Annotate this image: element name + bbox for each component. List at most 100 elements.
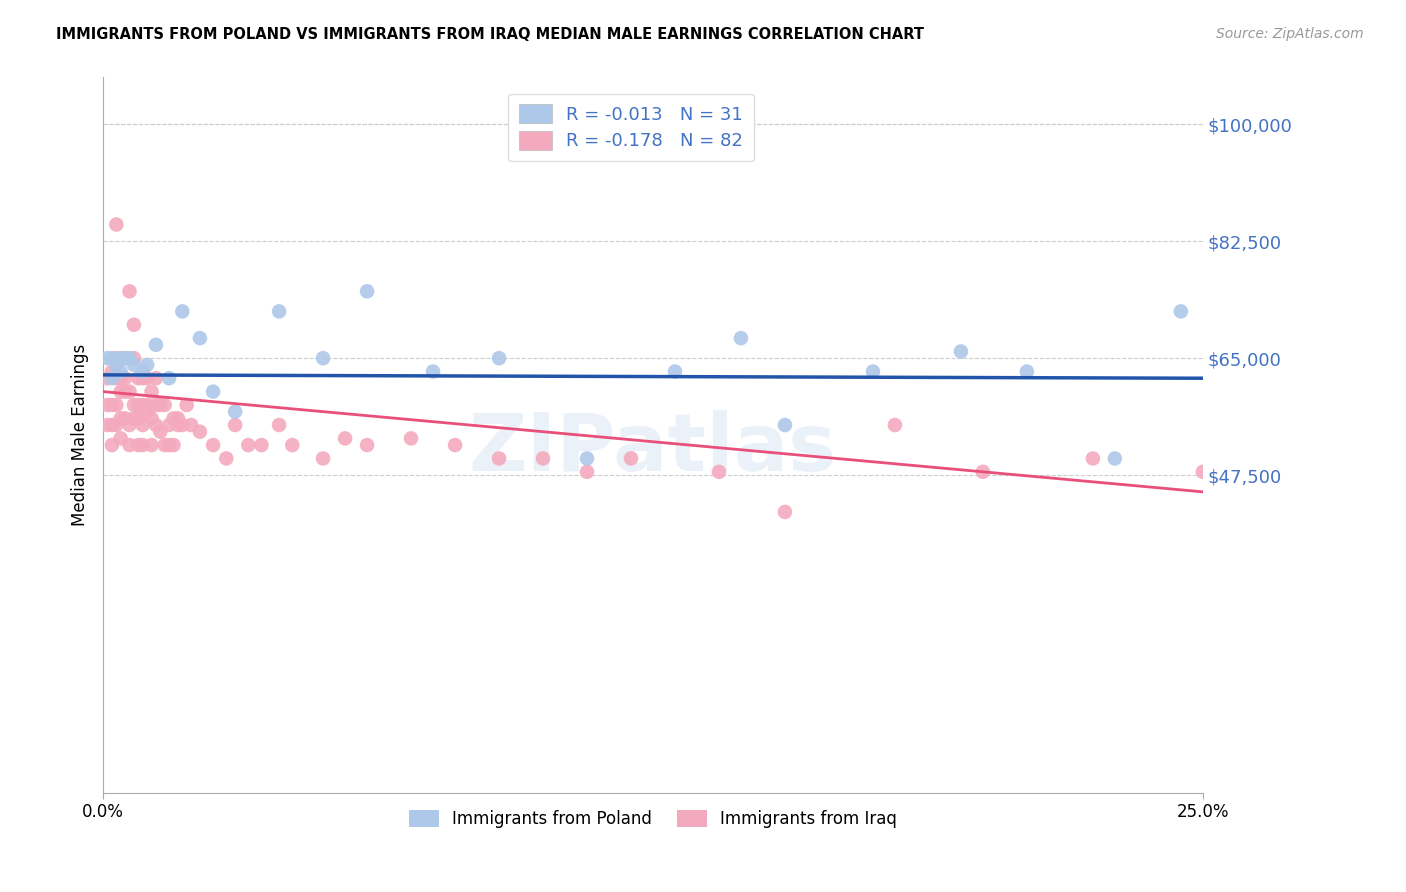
Point <box>1170 304 1192 318</box>
Point <box>105 371 128 385</box>
Point <box>105 358 128 372</box>
Point <box>105 218 128 232</box>
Point <box>101 371 124 385</box>
Point <box>105 417 128 432</box>
Point <box>281 438 304 452</box>
Point <box>356 438 378 452</box>
Point <box>122 318 145 332</box>
Point <box>224 404 246 418</box>
Point <box>172 304 194 318</box>
Point <box>105 351 128 366</box>
Point <box>101 365 124 379</box>
Point <box>132 398 155 412</box>
Point <box>127 438 149 452</box>
Point <box>157 417 180 432</box>
Point <box>96 371 118 385</box>
Y-axis label: Median Male Earnings: Median Male Earnings <box>72 344 89 526</box>
Point <box>575 465 598 479</box>
Point <box>136 404 159 418</box>
Point <box>122 398 145 412</box>
Point <box>1192 465 1215 479</box>
Point <box>136 358 159 372</box>
Point <box>118 438 141 452</box>
Point <box>1104 451 1126 466</box>
Point <box>101 438 124 452</box>
Point <box>773 417 796 432</box>
Point <box>399 431 422 445</box>
Text: Source: ZipAtlas.com: Source: ZipAtlas.com <box>1216 27 1364 41</box>
Point <box>707 465 730 479</box>
Point <box>202 384 225 399</box>
Point <box>118 417 141 432</box>
Point <box>162 438 184 452</box>
Point <box>664 365 686 379</box>
Point <box>949 344 972 359</box>
Point <box>132 371 155 385</box>
Point <box>127 398 149 412</box>
Legend: Immigrants from Poland, Immigrants from Iraq: Immigrants from Poland, Immigrants from … <box>402 803 904 834</box>
Point <box>153 398 176 412</box>
Point <box>157 438 180 452</box>
Point <box>110 431 132 445</box>
Point <box>122 358 145 372</box>
Text: ZIPatlas: ZIPatlas <box>468 410 837 488</box>
Point <box>267 304 290 318</box>
Point <box>145 338 167 352</box>
Point <box>145 371 167 385</box>
Point <box>422 365 444 379</box>
Point <box>136 398 159 412</box>
Point <box>127 411 149 425</box>
Point <box>620 451 643 466</box>
Point <box>188 425 211 439</box>
Point <box>118 351 141 366</box>
Point <box>773 505 796 519</box>
Point <box>101 417 124 432</box>
Point <box>145 417 167 432</box>
Point <box>114 371 136 385</box>
Point <box>333 431 356 445</box>
Point <box>575 451 598 466</box>
Point <box>312 351 335 366</box>
Point <box>122 411 145 425</box>
Point <box>167 411 190 425</box>
Point <box>141 438 163 452</box>
Point <box>110 371 132 385</box>
Point <box>531 451 554 466</box>
Point <box>157 371 180 385</box>
Point <box>96 398 118 412</box>
Point <box>215 451 238 466</box>
Point <box>105 398 128 412</box>
Point <box>238 438 260 452</box>
Point <box>110 351 132 366</box>
Point <box>1081 451 1104 466</box>
Point <box>96 351 118 366</box>
Point <box>162 411 184 425</box>
Point <box>444 438 467 452</box>
Point <box>488 351 510 366</box>
Point <box>176 398 198 412</box>
Point <box>110 365 132 379</box>
Point <box>730 331 752 345</box>
Point <box>884 417 907 432</box>
Point <box>132 365 155 379</box>
Point <box>153 438 176 452</box>
Point <box>110 351 132 366</box>
Point <box>972 465 994 479</box>
Point <box>136 371 159 385</box>
Point <box>172 417 194 432</box>
Point <box>356 285 378 299</box>
Point <box>267 417 290 432</box>
Point <box>118 285 141 299</box>
Point <box>114 411 136 425</box>
Point <box>114 384 136 399</box>
Point <box>145 398 167 412</box>
Point <box>149 398 172 412</box>
Point <box>114 351 136 366</box>
Point <box>118 384 141 399</box>
Point <box>167 417 190 432</box>
Point <box>101 351 124 366</box>
Point <box>149 425 172 439</box>
Text: IMMIGRANTS FROM POLAND VS IMMIGRANTS FROM IRAQ MEDIAN MALE EARNINGS CORRELATION : IMMIGRANTS FROM POLAND VS IMMIGRANTS FRO… <box>56 27 924 42</box>
Point <box>110 411 132 425</box>
Point <box>96 417 118 432</box>
